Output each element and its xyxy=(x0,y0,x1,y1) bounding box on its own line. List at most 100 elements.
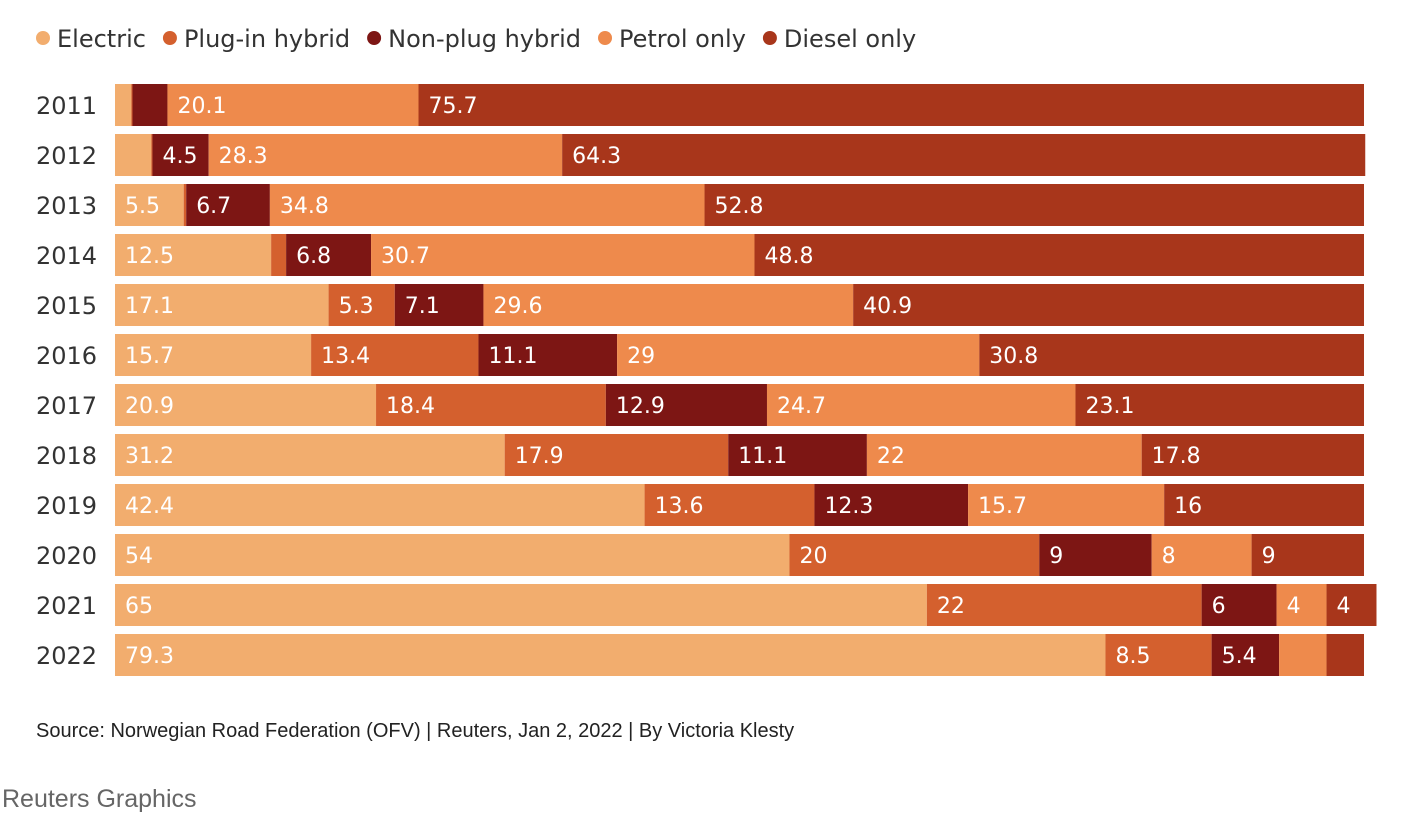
bar-2022-petrol-only xyxy=(1279,634,1327,676)
bar-2015-electric xyxy=(115,284,329,326)
data-label-2018-petrol-only: 22 xyxy=(877,444,905,469)
year-label-2011: 2011 xyxy=(36,92,97,120)
data-label-2021-diesel-only: 4 xyxy=(1337,594,1351,619)
data-label-2022-non-plug-hybrid: 5.4 xyxy=(1222,644,1257,669)
data-label-2019-diesel-only: 16 xyxy=(1174,494,1202,519)
bar-2019-diesel-only xyxy=(1164,484,1364,526)
year-label-2020: 2020 xyxy=(36,542,97,570)
data-label-2012-petrol-only: 28.3 xyxy=(219,144,268,169)
legend-label-plug-in-hybrid: Plug-in hybrid xyxy=(184,25,350,53)
legend-label-diesel-only: Diesel only xyxy=(784,25,916,53)
legend-label-petrol-only: Petrol only xyxy=(619,25,746,53)
bar-2015-plug-in-hybrid xyxy=(328,284,395,326)
year-label-2022: 2022 xyxy=(36,642,97,670)
data-label-2013-petrol-only: 34.8 xyxy=(280,194,329,219)
bar-2017-petrol-only xyxy=(766,384,1076,426)
year-label-2015: 2015 xyxy=(36,292,97,320)
bar-2012-electric xyxy=(115,134,152,176)
bar-2016-non-plug-hybrid xyxy=(478,334,618,376)
bar-2012-non-plug-hybrid xyxy=(152,134,209,176)
data-label-2013-electric: 5.5 xyxy=(125,194,160,219)
bar-2018-petrol-only xyxy=(866,434,1142,476)
bar-2013-diesel-only xyxy=(704,184,1364,226)
data-label-2015-plug-in-hybrid: 5.3 xyxy=(339,294,374,319)
year-label-2014: 2014 xyxy=(36,242,97,270)
bar-2012-petrol-only xyxy=(208,134,563,176)
bar-2017-plug-in-hybrid xyxy=(376,384,606,426)
bars xyxy=(115,84,1377,676)
bar-2012-diesel-only xyxy=(562,134,1366,176)
data-label-2020-plug-in-hybrid: 20 xyxy=(799,544,827,569)
legend-label-electric: Electric xyxy=(57,25,146,53)
data-label-2022-electric: 79.3 xyxy=(125,644,174,669)
bar-2013-petrol-only xyxy=(269,184,705,226)
data-label-2020-petrol-only: 8 xyxy=(1162,544,1176,569)
data-label-2020-non-plug-hybrid: 9 xyxy=(1049,544,1063,569)
segment-labels: 20.1 75.7 4.5 28.3 64.3 5.5 6.7 34.8 52.8 12.5 6.8… xyxy=(125,94,1351,669)
data-label-2019-non-plug-hybrid: 12.3 xyxy=(824,494,873,519)
legend-swatch-non-plug-hybrid xyxy=(367,31,382,45)
bar-2019-petrol-only xyxy=(968,484,1165,526)
data-label-2021-petrol-only: 4 xyxy=(1287,594,1301,619)
bar-2021-petrol-only xyxy=(1276,584,1327,626)
data-label-2022-plug-in-hybrid: 8.5 xyxy=(1115,644,1150,669)
bar-2020-petrol-only xyxy=(1151,534,1252,576)
stacked-bar-chart: Electric Plug-in hybrid Non-plug hybrid Pet… xyxy=(36,25,1377,676)
year-label-2021: 2021 xyxy=(36,592,97,620)
bar-2017-electric xyxy=(115,384,377,426)
bar-2015-non-plug-hybrid xyxy=(394,284,484,326)
year-label-2013: 2013 xyxy=(36,192,97,220)
year-label-2012: 2012 xyxy=(36,142,97,170)
data-label-2016-petrol-only: 29 xyxy=(627,344,655,369)
data-label-2018-electric: 31.2 xyxy=(125,444,174,469)
bar-2013-electric xyxy=(115,184,184,226)
bar-2018-non-plug-hybrid xyxy=(728,434,867,476)
bar-2011-non-plug-hybrid xyxy=(132,84,168,126)
data-label-2017-diesel-only: 23.1 xyxy=(1085,394,1134,419)
year-label-2019: 2019 xyxy=(36,492,97,520)
data-label-2016-diesel-only: 30.8 xyxy=(989,344,1038,369)
bar-2018-diesel-only xyxy=(1141,434,1364,476)
bar-2016-electric xyxy=(115,334,312,376)
bar-2022-diesel-only xyxy=(1326,634,1364,676)
data-label-2016-electric: 15.7 xyxy=(125,344,174,369)
bar-2013-non-plug-hybrid xyxy=(186,184,270,226)
bar-2014-diesel-only xyxy=(754,234,1364,276)
data-label-2014-diesel-only: 48.8 xyxy=(764,244,813,269)
bar-2020-electric xyxy=(115,534,790,576)
bar-2014-plug-in-hybrid xyxy=(271,234,287,276)
data-label-2015-petrol-only: 29.6 xyxy=(493,294,542,319)
data-label-2014-electric: 12.5 xyxy=(125,244,174,269)
bar-2018-electric xyxy=(115,434,505,476)
bar-2019-non-plug-hybrid xyxy=(814,484,969,526)
bar-2012-plug-in-hybrid xyxy=(151,134,153,176)
data-label-2013-non-plug-hybrid: 6.7 xyxy=(196,194,231,219)
data-label-2012-non-plug-hybrid: 4.5 xyxy=(162,144,197,169)
bar-2019-electric xyxy=(115,484,645,526)
bar-2015-diesel-only xyxy=(853,284,1364,326)
data-label-2021-plug-in-hybrid: 22 xyxy=(937,594,965,619)
source-note: Source: Norwegian Road Federation (OFV) … xyxy=(36,720,795,742)
data-label-2018-non-plug-hybrid: 11.1 xyxy=(738,444,787,469)
data-label-2016-plug-in-hybrid: 13.4 xyxy=(321,344,370,369)
legend-swatch-plug-in-hybrid xyxy=(162,31,177,45)
data-label-2012-diesel-only: 64.3 xyxy=(572,144,621,169)
bar-2018-plug-in-hybrid xyxy=(504,434,729,476)
data-label-2011-diesel-only: 75.7 xyxy=(429,94,478,119)
bar-2017-diesel-only xyxy=(1075,384,1364,426)
year-labels: 2011 2012 2013 2014 2015 2016 2017 2018 2019 2020… xyxy=(36,92,97,670)
legend-label-non-plug-hybrid: Non-plug hybrid xyxy=(388,25,581,53)
bar-2016-diesel-only xyxy=(979,334,1364,376)
brand-credit: Reuters Graphics xyxy=(2,785,197,813)
bar-2022-electric xyxy=(115,634,1106,676)
bar-2014-petrol-only xyxy=(371,234,755,276)
data-label-2021-non-plug-hybrid: 6 xyxy=(1212,594,1226,619)
data-label-2018-diesel-only: 17.8 xyxy=(1152,444,1201,469)
data-label-2018-plug-in-hybrid: 17.9 xyxy=(515,444,564,469)
data-label-2013-diesel-only: 52.8 xyxy=(715,194,764,219)
bar-2022-plug-in-hybrid xyxy=(1105,634,1212,676)
legend-swatch-diesel-only xyxy=(762,31,777,45)
bar-2021-diesel-only xyxy=(1326,584,1377,626)
bar-2021-electric xyxy=(115,584,927,626)
bar-2022-non-plug-hybrid xyxy=(1211,634,1280,676)
